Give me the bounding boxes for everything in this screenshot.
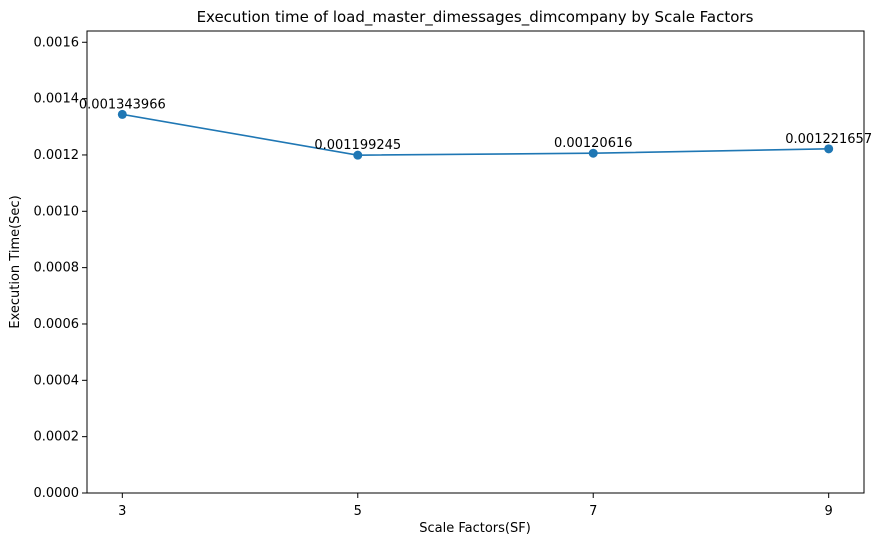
data-label: 0.001199245: [314, 138, 401, 153]
data-point: [117, 109, 127, 119]
x-tick-label: 5: [354, 504, 362, 519]
x-tick-label: 3: [118, 504, 126, 519]
data-label: 0.00120616: [554, 136, 633, 151]
x-tick-label: 7: [589, 504, 597, 519]
plot-frame: [86, 30, 865, 494]
y-axis: 0.0000 0.0002 0.0004 0.0006 0.0008 0.0010 0.00…: [34, 35, 87, 501]
data-labels: 0.001343966 0.001199245 0.00120616 0.001221…: [79, 97, 872, 153]
x-tick-label: 9: [825, 504, 833, 519]
series-layer: [117, 109, 834, 160]
x-axis-label: Scale Factors(SF): [419, 521, 531, 536]
data-label: 0.001343966: [79, 97, 166, 112]
plot-area: [86, 30, 865, 494]
data-point: [353, 150, 363, 160]
y-tick-label: 0.0006: [34, 317, 80, 332]
y-tick-label: 0.0010: [34, 204, 80, 219]
y-tick-label: 0.0012: [34, 148, 80, 163]
series-line: [122, 113, 829, 156]
data-point: [824, 144, 834, 154]
data-point: [588, 148, 598, 158]
y-tick-label: 0.0002: [34, 430, 80, 445]
y-axis-label: Execution Time(Sec): [8, 195, 23, 328]
y-tick-label: 0.0016: [34, 35, 80, 50]
y-tick-label: 0.0000: [34, 486, 80, 501]
y-tick-label: 0.0008: [34, 261, 80, 276]
x-axis: 3 5 7 9: [118, 493, 833, 519]
y-tick-label: 0.0014: [34, 92, 80, 107]
y-tick-label: 0.0004: [34, 373, 80, 388]
chart-title: Execution time of load_master_dimessages…: [197, 8, 754, 27]
data-label: 0.001221657: [785, 132, 872, 147]
